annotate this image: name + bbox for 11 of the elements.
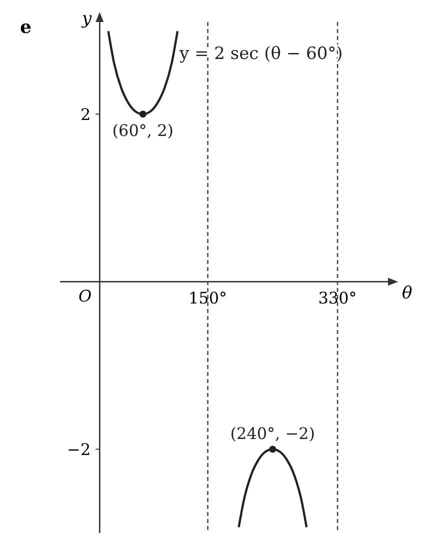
x-axis-title: θ: [402, 284, 412, 304]
annotation: (240°, −2): [230, 424, 316, 444]
annotation: (60°, 2): [112, 121, 174, 140]
y-axis-title: y: [81, 9, 92, 29]
annotation: O: [78, 286, 92, 306]
y-tick-label: −2: [67, 440, 91, 460]
chart-title: e: [20, 17, 32, 38]
x-tick-label: 150°: [188, 288, 228, 308]
y-tick-label: 2: [80, 105, 91, 124]
annotation: y = 2 sec (θ − 60°): [178, 44, 343, 64]
x-tick-label: 330°: [318, 288, 357, 308]
